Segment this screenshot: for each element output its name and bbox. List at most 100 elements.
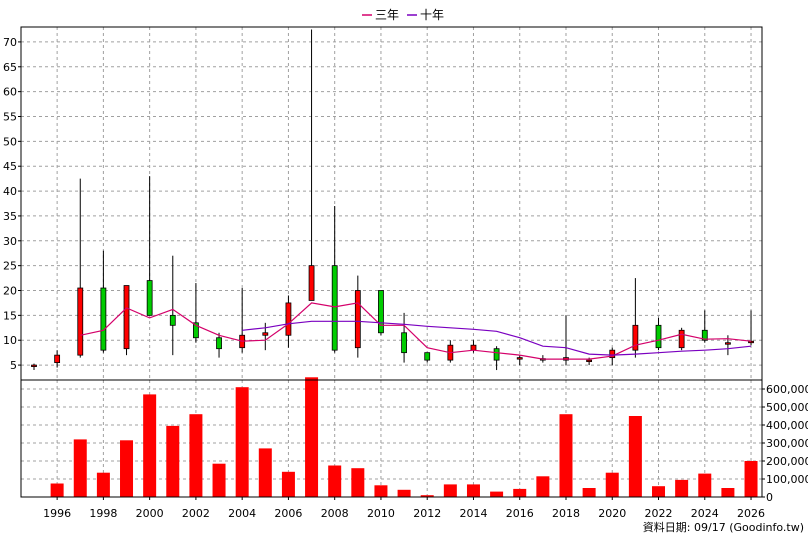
candle-body <box>262 332 269 336</box>
volume-axis-ticks: 0 100,000 200,000 300,000 400,000 500,000 600,… <box>762 383 808 504</box>
volume-bar <box>50 483 64 497</box>
x-tick-label: 2014 <box>459 507 487 520</box>
price-tick-label: 60 <box>3 86 17 99</box>
candle-body <box>31 364 37 367</box>
price-tick-label: 10 <box>3 334 17 347</box>
candle-body <box>725 342 731 345</box>
volume-bars <box>50 377 758 497</box>
volume-tick-label: 300,000 <box>766 437 808 450</box>
candle-body <box>493 348 500 361</box>
data-date-footer: 資料日期: 09/17 (Goodinfo.tw) <box>643 520 804 534</box>
candle-body <box>285 302 292 336</box>
price-tick-label: 35 <box>3 210 17 223</box>
candle-body <box>216 337 222 350</box>
volume-bar <box>328 465 342 497</box>
candle-body <box>331 265 338 351</box>
price-tick-label: 20 <box>3 285 17 298</box>
price-tick-label: 65 <box>3 61 17 74</box>
candle-body <box>354 290 361 349</box>
volume-frame <box>20 379 763 498</box>
candle-body <box>54 354 61 363</box>
price-tick-label: 40 <box>3 185 17 198</box>
volume-bar <box>351 468 365 497</box>
candle-body <box>655 324 662 349</box>
volume-bar <box>73 439 87 497</box>
volume-tick-label: 100,000 <box>766 473 808 486</box>
volume-bar <box>143 394 157 497</box>
candles <box>31 29 754 371</box>
price-tick-label: 50 <box>3 135 17 148</box>
candle-body <box>586 359 593 363</box>
candle-body <box>632 324 639 351</box>
x-tick-label: 2024 <box>691 507 719 520</box>
candle-body <box>123 285 130 350</box>
volume-bar <box>744 461 758 497</box>
x-tick-label: 2004 <box>228 507 256 520</box>
x-tick-label: 2006 <box>274 507 302 520</box>
legend-ma10-label: 十年 <box>420 8 444 22</box>
candle-body <box>146 280 153 316</box>
x-tick-label: 2000 <box>136 507 164 520</box>
x-tick-label: 2026 <box>737 507 765 520</box>
volume-bar <box>443 484 457 497</box>
candle-body <box>77 287 84 356</box>
x-tick-label: 1998 <box>89 507 117 520</box>
candle-body <box>100 287 107 351</box>
x-axis-ticks: 1996 1998 2000 2002 2004 2006 2008 2010 2012 2014… <box>43 497 765 520</box>
volume-bar <box>281 471 295 497</box>
candle-body <box>701 329 708 341</box>
x-tick-label: 2008 <box>321 507 349 520</box>
x-tick-label: 2016 <box>506 507 534 520</box>
x-tick-label: 2020 <box>598 507 626 520</box>
candle-body <box>308 265 315 301</box>
volume-bar <box>721 488 735 497</box>
volume-bar <box>513 488 527 497</box>
candle-body <box>378 290 384 334</box>
volume-bar <box>652 486 666 497</box>
volume-bar <box>559 414 573 497</box>
x-tick-label: 2002 <box>182 507 210 520</box>
candle-body <box>169 314 176 326</box>
price-tick-label: 45 <box>3 160 17 173</box>
volume-bar <box>490 491 504 497</box>
price-tick-label: 30 <box>3 235 17 248</box>
volume-bar <box>605 472 619 497</box>
volume-bar <box>582 488 596 497</box>
volume-bar <box>235 387 249 497</box>
volume-bar <box>212 463 226 497</box>
volume-bar <box>96 472 110 497</box>
candle-body <box>609 349 616 359</box>
candle-body <box>516 357 523 360</box>
candle-body <box>193 322 199 339</box>
plot-frames <box>20 26 763 498</box>
candle-body <box>678 329 685 349</box>
price-tick-label: 5 <box>10 359 17 372</box>
volume-bar <box>258 448 272 497</box>
volume-bar <box>166 425 180 497</box>
volume-bar <box>466 484 480 497</box>
candle-body <box>470 344 477 351</box>
x-tick-label: 2018 <box>552 507 580 520</box>
volume-tick-label: 400,000 <box>766 419 808 432</box>
volume-bar <box>305 377 319 497</box>
price-grid <box>21 27 762 380</box>
legend: 三年 十年 <box>362 8 444 22</box>
price-tick-label: 25 <box>3 260 17 273</box>
volume-bar <box>698 473 712 497</box>
volume-tick-label: 200,000 <box>766 455 808 468</box>
ma3-line <box>80 302 752 360</box>
volume-bar <box>120 440 134 497</box>
volume-bar <box>628 416 642 497</box>
x-tick-label: 1996 <box>43 507 71 520</box>
volume-tick-label: 500,000 <box>766 401 808 414</box>
price-frame <box>20 26 763 381</box>
price-tick-label: 15 <box>3 309 17 322</box>
candle-body <box>401 332 407 354</box>
moving-average-lines <box>80 302 752 360</box>
candle-body <box>424 352 431 361</box>
volume-tick-label: 0 <box>766 491 773 504</box>
x-tick-label: 2022 <box>645 507 673 520</box>
price-tick-label: 70 <box>3 36 17 49</box>
volume-bar <box>374 485 388 497</box>
